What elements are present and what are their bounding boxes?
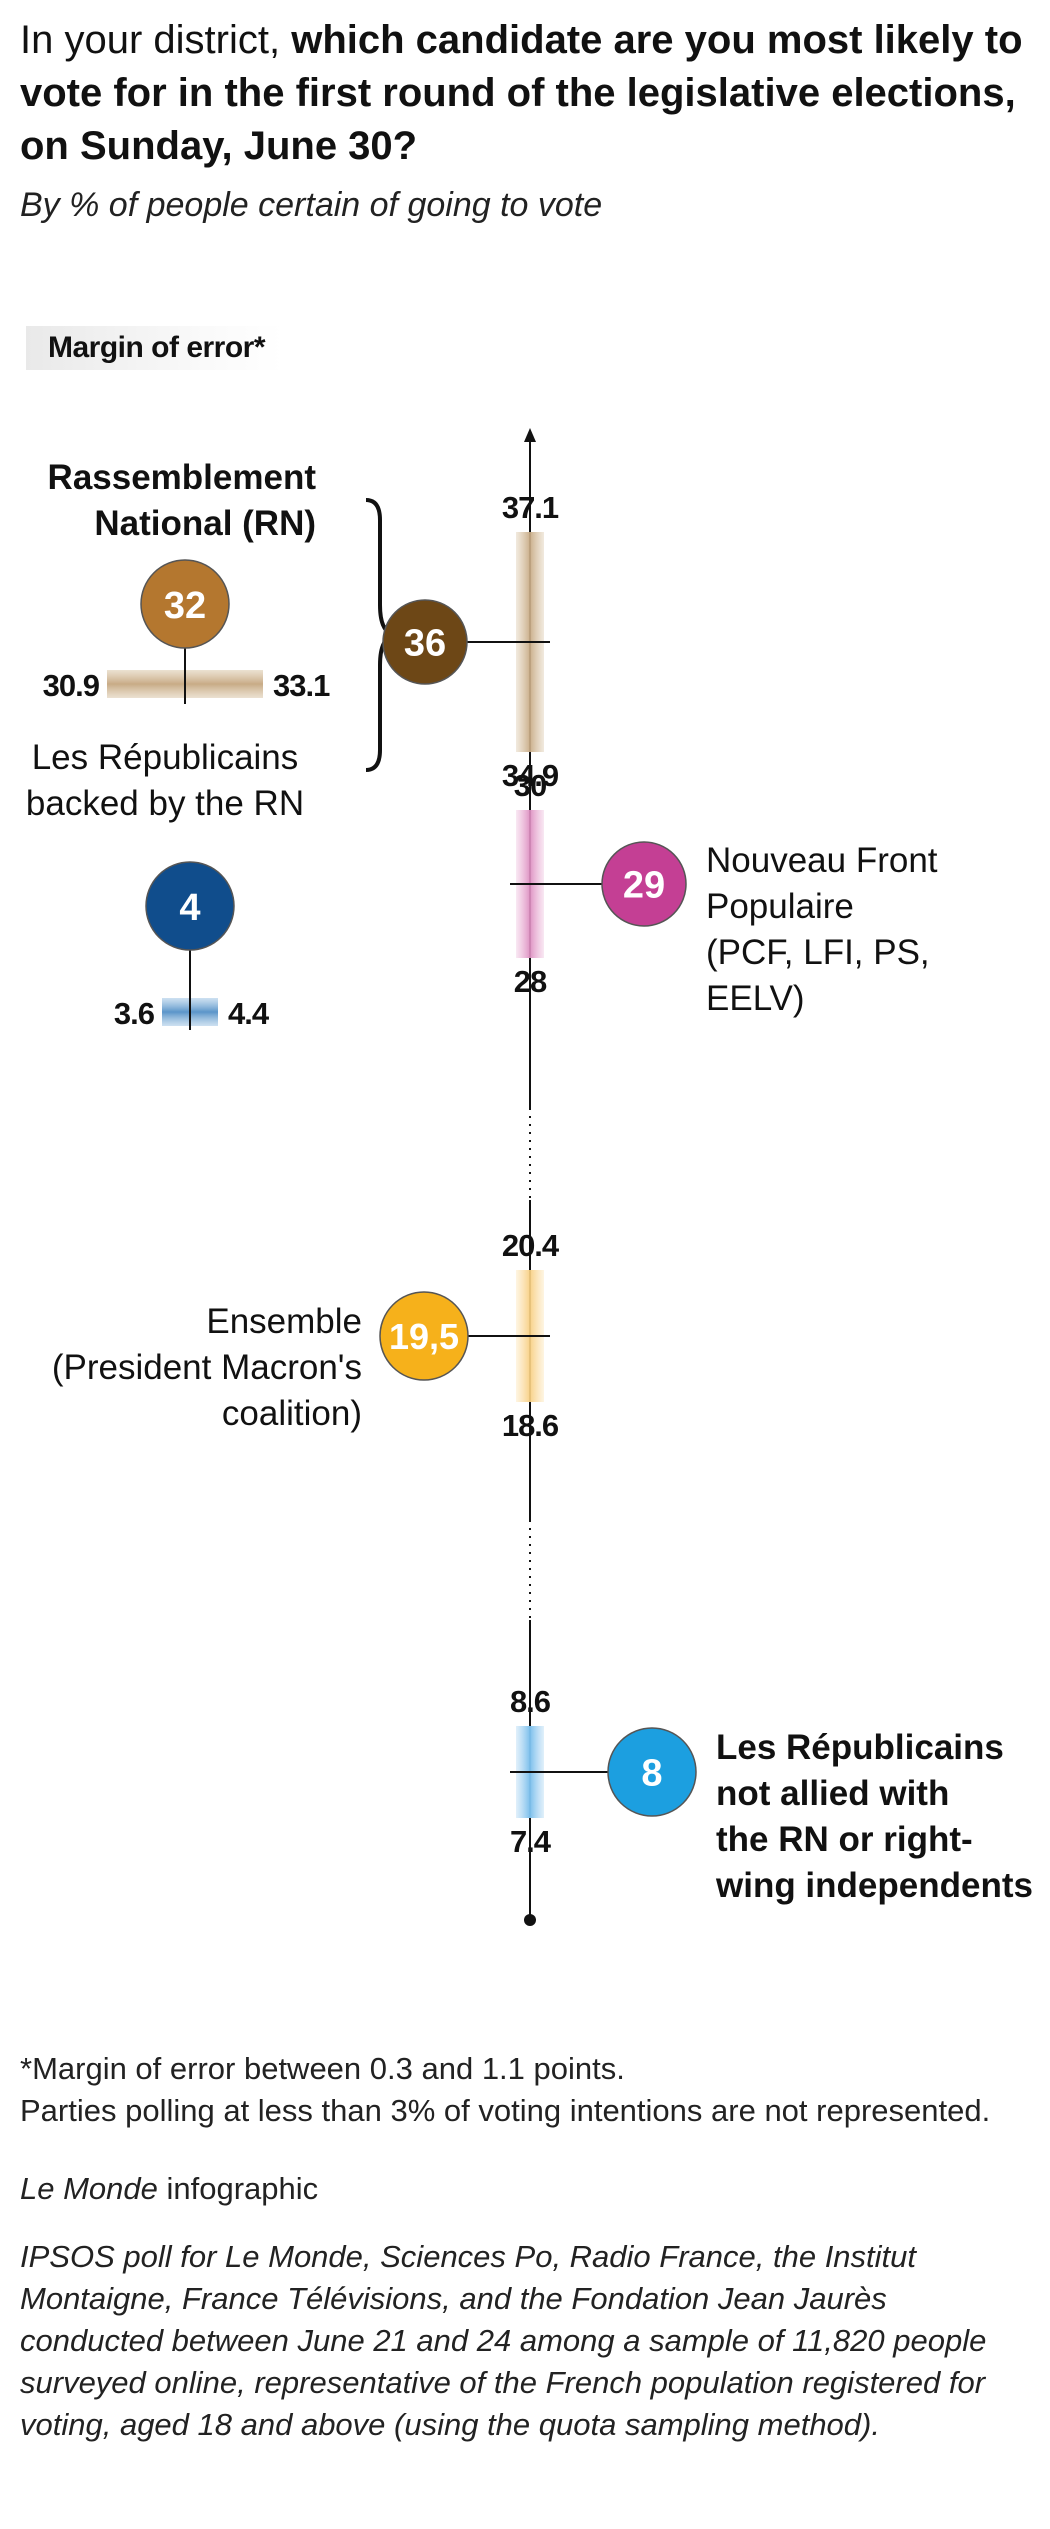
label-rn-line1: Rassemblement (47, 458, 316, 497)
series-4-low-label: 18.6 (502, 1408, 559, 1443)
credit-rest: infographic (157, 2171, 319, 2206)
series-4-value-label: 19,5 (389, 1316, 459, 1357)
label-nfp-line1: Nouveau Front (706, 841, 938, 880)
title-question: which candidate are you most likely to v… (20, 18, 1023, 168)
label-nfp-line4: EELV) (706, 979, 805, 1018)
series-4-high-label: 20.4 (502, 1228, 560, 1263)
footnote-threshold: Parties polling at less than 3% of votin… (20, 2093, 991, 2128)
series-2-high-label: 4.4 (228, 996, 270, 1031)
label-nfp-line3: (PCF, LFI, PS, (706, 933, 930, 972)
label-nfp-line2: Populaire (706, 887, 854, 926)
chart-subtitle: By % of people certain of going to vote (20, 186, 603, 224)
series-1-point (140, 559, 230, 649)
label-lr-line2: not allied with (716, 1774, 950, 1813)
series-2-value-label: 4 (179, 887, 200, 929)
series-5-high-label: 8.6 (510, 1684, 551, 1719)
label-ensemble-line2: (President Macron's (51, 1348, 362, 1387)
label-lr-line1: Les Républicains (716, 1728, 1004, 1767)
axis-end-dot (524, 1914, 536, 1926)
series-0-low-label: 34.9 (502, 758, 559, 793)
series-0-value-label: 36 (404, 623, 446, 665)
credit-brand: Le Monde (20, 2171, 158, 2206)
label-lr-line3: the RN or right- (716, 1820, 973, 1859)
label-ensemble-line3: coalition) (221, 1394, 362, 1433)
label-nfp: Nouveau Front Populaire (PCF, LFI, PS, E… (706, 838, 1026, 1022)
credit: Le Monde infographic (20, 2168, 1030, 2210)
series-2-low-label: 3.6 (114, 996, 155, 1031)
series-1-low-label: 30.9 (43, 668, 100, 703)
series-3-low-label: 28 (514, 964, 547, 999)
title-intro: In your district, (20, 18, 281, 62)
label-ensemble-line1: Ensemble (206, 1302, 362, 1341)
axis-arrow (524, 428, 536, 442)
series-5-point (607, 1727, 697, 1817)
label-rn-line2: National (RN) (94, 504, 316, 543)
label-ensemble: Ensemble (President Macron's coalition) (10, 1299, 362, 1437)
source-note: IPSOS poll for Le Monde, Sciences Po, Ra… (20, 2239, 987, 2442)
label-lr-backed-by-rn: Les Républicains backed by the RN (0, 735, 330, 827)
footnote-margin: *Margin of error between 0.3 and 1.1 poi… (20, 2051, 625, 2086)
series-5-low-label: 7.4 (510, 1824, 552, 1859)
series-1-high-label: 33.1 (273, 668, 330, 703)
series-1-value-label: 32 (164, 585, 206, 627)
series-3-high-label: 30 (514, 768, 546, 803)
series-3-point (601, 841, 687, 927)
label-lr-independent: Les Républicains not allied with the RN … (716, 1725, 1046, 1909)
series-5-value-label: 8 (641, 1753, 662, 1795)
chart-title: In your district, which candidate are yo… (20, 14, 1030, 173)
label-lr-backed-line2: backed by the RN (25, 784, 305, 823)
margin-of-error-legend: Margin of error* (26, 326, 284, 370)
series-0-high-label: 37.1 (502, 490, 559, 525)
series-3-value-label: 29 (623, 865, 665, 907)
label-rn: Rassemblement National (RN) (20, 455, 316, 547)
label-lr-backed-line1: Les Républicains (31, 738, 299, 777)
series-2-point (145, 861, 235, 951)
label-lr-line4: wing independents (716, 1866, 1033, 1905)
series-0-point (382, 599, 468, 685)
series-4-point (379, 1291, 469, 1381)
